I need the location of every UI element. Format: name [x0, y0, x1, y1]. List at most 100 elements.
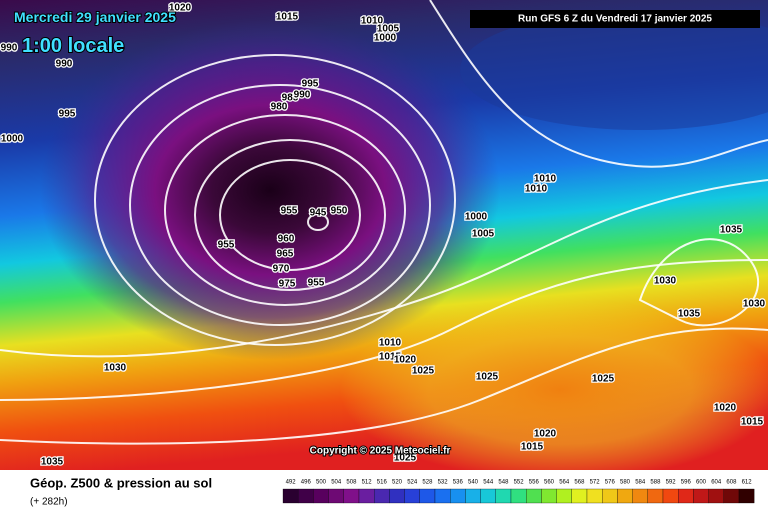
isobar-label: 1010	[534, 174, 557, 185]
scale-label: 592	[666, 480, 677, 486]
scale-swatch	[526, 488, 542, 504]
scale-label: 512	[362, 480, 373, 486]
isobar-label: 995	[302, 79, 319, 90]
scale-swatch	[541, 488, 557, 504]
scale-swatch	[450, 488, 466, 504]
scale-label: 528	[422, 480, 433, 486]
scale-label: 520	[392, 480, 403, 486]
scale-swatch	[678, 488, 694, 504]
scale-label: 532	[438, 480, 449, 486]
scale-swatch	[328, 488, 344, 504]
isobar-label: 1015	[521, 442, 544, 453]
scale-swatch	[298, 488, 314, 504]
low	[40, 20, 500, 360]
isobar-label: 1000	[1, 134, 24, 145]
isobar-label: 955	[218, 240, 235, 251]
scale-label: 496	[301, 480, 312, 486]
scale-swatch	[419, 488, 436, 504]
isobar-label: 950	[331, 206, 348, 217]
scale-label: 608	[726, 480, 737, 486]
isobar-label: 1010	[525, 184, 548, 195]
forecast-time: 1:00 locale	[22, 35, 124, 57]
scale-swatch	[465, 488, 481, 504]
scale-swatch	[738, 488, 755, 504]
isobar-label: 1025	[592, 374, 615, 385]
scale-label: 560	[544, 480, 555, 486]
isobar-label: 1005	[472, 229, 495, 240]
forecast-date: Mercredi 29 janvier 2025	[14, 9, 176, 25]
isobar-label: 1035	[41, 457, 64, 468]
isobar-label: 1020	[534, 429, 557, 440]
isobar-label: 970	[273, 264, 290, 275]
isobar-label: 975	[279, 279, 296, 290]
scale-swatch	[647, 488, 664, 504]
isobar-label: 955	[308, 278, 325, 289]
scale-label: 524	[407, 480, 418, 486]
scale-swatch	[571, 488, 588, 504]
isobar-label: 990	[56, 59, 73, 70]
scale-label: 568	[574, 480, 585, 486]
scale-swatch	[708, 488, 724, 504]
run-box	[470, 10, 760, 28]
scale-swatch	[389, 488, 405, 504]
scale-label: 584	[635, 480, 646, 486]
scale-label: 600	[696, 480, 707, 486]
scale-swatch	[282, 488, 299, 504]
isobar-label: 1025	[476, 372, 499, 383]
scale-label: 492	[286, 480, 297, 486]
run-info: Run GFS 6 Z du Vendredi 17 janvier 2025	[518, 14, 712, 25]
scale-label: 544	[483, 480, 494, 486]
scale-label: 588	[650, 480, 661, 486]
scale-label: 576	[605, 480, 616, 486]
isobar-label: 1015	[276, 12, 299, 23]
isobar-label: 1025	[412, 366, 435, 377]
isobar-label: 1015	[741, 417, 764, 428]
footer-title: Géop. Z500 & pression au sol	[30, 475, 212, 490]
scale-label: 572	[590, 480, 601, 486]
isobar-label: 1035	[720, 225, 743, 236]
isobar-label: 1030	[104, 363, 127, 374]
isobar-label: 945	[310, 208, 327, 219]
isobar-label: 1020	[714, 403, 737, 414]
scale-swatch	[313, 488, 329, 504]
isobar-label: 1010	[379, 338, 402, 349]
scale-label: 580	[620, 480, 631, 486]
isobar-label: 980	[271, 102, 288, 113]
scale-swatch	[662, 488, 679, 504]
isobar-label: 1010	[361, 16, 384, 27]
isobar-label: 985	[282, 93, 299, 104]
scale-swatch	[480, 488, 496, 504]
scale-label: 548	[498, 480, 509, 486]
scale-label: 508	[346, 480, 357, 486]
scale-label: 604	[711, 480, 722, 486]
scale-swatch	[723, 488, 740, 504]
isobar-label: 1030	[654, 276, 677, 287]
isobar-label: 1035	[678, 309, 701, 320]
isobar-label: 995	[59, 109, 76, 120]
scale-swatch	[495, 488, 512, 504]
scale-swatch	[617, 488, 633, 504]
scale-label: 536	[453, 480, 464, 486]
isobar-label: 1000	[465, 212, 488, 223]
footer-lead: (+ 282h)	[30, 497, 68, 508]
isobar-label: 1015	[379, 352, 402, 363]
scale-label: 500	[316, 480, 327, 486]
scale-swatch	[586, 488, 603, 504]
scale-swatch	[343, 488, 360, 504]
isobar-label: 965	[277, 249, 294, 260]
isobar-label: 990	[1, 43, 18, 54]
isobar-label: 1025	[394, 453, 417, 464]
scale-label: 552	[514, 480, 525, 486]
scale-label: 596	[681, 480, 692, 486]
isobar-label: 955	[281, 206, 298, 217]
ridge	[340, 300, 768, 480]
scale-label: 540	[468, 480, 479, 486]
isobar-label: 1030	[743, 299, 766, 310]
scale-swatch	[693, 488, 709, 504]
isobar-label: 1020	[169, 3, 192, 14]
scale-swatch	[374, 488, 390, 504]
scale-swatch	[632, 488, 648, 504]
isobar-label: 1020	[394, 355, 417, 366]
isobar-label: 1005	[377, 24, 400, 35]
